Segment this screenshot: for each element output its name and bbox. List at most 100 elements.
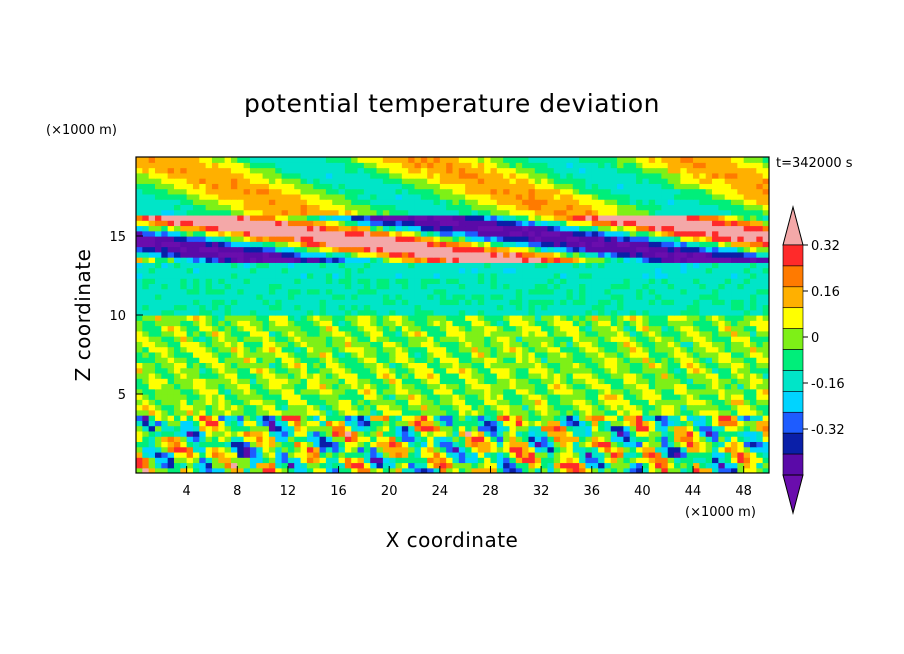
contour-cell (585, 467, 593, 473)
contour-cell (180, 225, 188, 232)
contour-cell (604, 346, 612, 353)
contour-cell (566, 236, 574, 242)
contour-cell (154, 246, 162, 253)
contour-cell (515, 404, 523, 411)
contour-cell (490, 225, 498, 232)
contour-cell (528, 378, 536, 385)
contour-cell (731, 415, 738, 421)
contour-cell (642, 267, 650, 274)
contour-cell (503, 257, 511, 263)
contour-cell (458, 272, 466, 279)
contour-cell (566, 362, 574, 369)
contour-cell (604, 220, 612, 227)
contour-cell (522, 220, 530, 227)
contour-cell (515, 357, 523, 363)
contour-cell (566, 346, 574, 353)
contour-cell (370, 309, 378, 316)
contour-cell (598, 446, 606, 453)
contour-cell (192, 304, 200, 311)
contour-cell (579, 425, 587, 432)
contour-cell (136, 351, 143, 358)
contour-cell (686, 241, 694, 248)
contour-cell (357, 462, 365, 469)
contour-cell (142, 378, 150, 385)
contour-cell (230, 209, 238, 216)
contour-cell (553, 288, 561, 295)
contour-cell (579, 304, 587, 311)
contour-cell (642, 404, 650, 411)
contour-cell (148, 283, 156, 290)
contour-cell (224, 367, 232, 374)
contour-cell (718, 441, 726, 448)
contour-cell (262, 457, 270, 464)
contour-cell (484, 409, 492, 416)
contour-cell (192, 220, 200, 227)
contour-cell (376, 278, 384, 284)
contour-cell (629, 367, 637, 374)
contour-cell (699, 462, 707, 469)
contour-cell (395, 220, 403, 227)
contour-cell (648, 383, 656, 390)
contour-cell (332, 420, 340, 427)
contour-cell (281, 341, 289, 348)
contour-cell (705, 378, 713, 385)
contour-cell (281, 320, 289, 327)
contour-cell (433, 325, 441, 332)
contour-cell (275, 341, 283, 348)
contour-cell (724, 367, 732, 374)
contour-cell (610, 299, 618, 306)
contour-cell (268, 299, 276, 306)
contour-cell (344, 357, 352, 363)
contour-cell (414, 283, 422, 290)
contour-cell (136, 399, 143, 406)
contour-cell (541, 230, 549, 237)
contour-cell (376, 430, 384, 437)
contour-cell (237, 462, 245, 469)
contour-cell (724, 293, 732, 300)
contour-cell (572, 378, 580, 385)
contour-cell (699, 320, 707, 327)
contour-cell (262, 325, 270, 332)
contour-cell (452, 336, 460, 342)
contour-cell (642, 430, 650, 437)
contour-cell (332, 251, 340, 258)
contour-cell (427, 457, 435, 464)
contour-cell (148, 241, 156, 248)
contour-cell (325, 446, 333, 453)
contour-cell (598, 341, 606, 348)
contour-cell (275, 425, 283, 432)
contour-cell (408, 299, 416, 306)
contour-cell (433, 346, 441, 353)
contour-cell (693, 346, 700, 353)
contour-cell (338, 446, 346, 453)
contour-cell (363, 246, 371, 253)
contour-cell (275, 304, 283, 311)
contour-cell (414, 330, 422, 337)
contour-cell (262, 241, 270, 248)
contour-cell (617, 378, 625, 385)
contour-cell (344, 288, 352, 295)
contour-cell (186, 420, 194, 427)
contour-cell (325, 367, 333, 374)
contour-cell (243, 346, 251, 353)
contour-cell (287, 409, 295, 416)
contour-cell (636, 325, 643, 332)
contour-cell (737, 367, 745, 374)
contour-cell (192, 409, 200, 416)
contour-cell (287, 278, 295, 284)
contour-cell (724, 378, 732, 385)
contour-cell (674, 446, 681, 453)
contour-cell (294, 409, 302, 416)
contour-cell (629, 299, 637, 306)
contour-cell (180, 214, 188, 221)
contour-cell (686, 446, 694, 453)
contour-cell (192, 267, 200, 274)
contour-cell (351, 378, 359, 385)
contour-cell (376, 236, 384, 242)
contour-cell (579, 415, 587, 421)
contour-cell (136, 462, 143, 469)
contour-cell (186, 346, 194, 353)
contour-cell (712, 272, 719, 279)
contour-cell (332, 272, 340, 279)
contour-cell (718, 246, 726, 253)
